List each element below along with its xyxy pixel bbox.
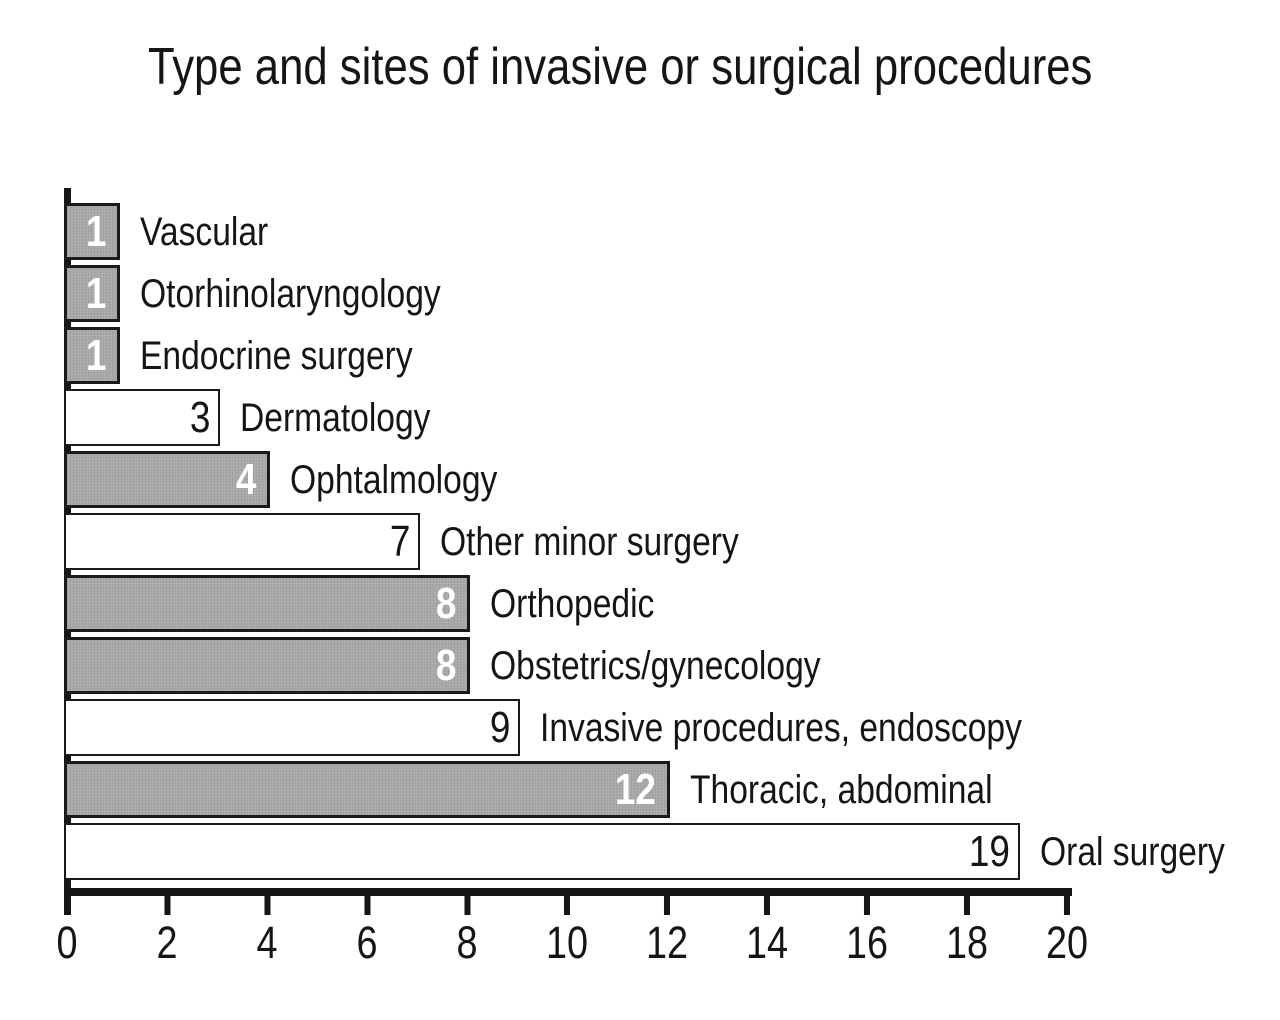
bar-label: Ophtalmology: [290, 457, 498, 502]
x-tick: 6: [354, 896, 379, 965]
x-tick-label: 8: [456, 917, 478, 968]
bar: 3: [64, 389, 220, 446]
bar-value: 1: [85, 268, 106, 318]
x-tick: 20: [1042, 896, 1092, 965]
bar-label: Vascular: [140, 209, 269, 254]
bar: 7: [64, 513, 420, 570]
chart-title: Type and sites of invasive or surgical p…: [0, 38, 1240, 98]
bar: 8: [64, 575, 470, 632]
x-tick: 10: [542, 896, 592, 965]
x-tick: 18: [942, 896, 992, 965]
bar: 12: [64, 761, 670, 818]
bar-row-dermatology: 3 Dermatology: [64, 389, 1280, 446]
bar-label: Obstetrics/gynecology: [490, 643, 821, 688]
bar: 1: [64, 327, 120, 384]
x-tick-label: 10: [545, 917, 589, 968]
x-tick-label: 16: [845, 917, 889, 968]
x-tick-label: 14: [745, 917, 789, 968]
bar-row-obstetrics-gynecology: 8 Obstetrics/gynecology: [64, 637, 1280, 694]
x-tick-mark: [964, 896, 970, 915]
x-tick-mark: [264, 896, 270, 915]
bar-value: 8: [435, 640, 456, 690]
bar: 19: [64, 823, 1020, 880]
bar-value: 1: [85, 330, 106, 380]
x-tick-mark: [64, 896, 70, 915]
x-tick-mark: [464, 896, 470, 915]
bar-row-otorhinolaryngology: 1 Otorhinolaryngology: [64, 265, 1280, 322]
bar-label: Invasive procedures, endoscopy: [540, 705, 1022, 750]
chart-title-text: Type and sites of invasive or surgical p…: [147, 38, 1093, 96]
bar: 1: [64, 265, 120, 322]
bar-label: Oral surgery: [1040, 829, 1225, 874]
bar-row-ophtalmology: 4 Ophtalmology: [64, 451, 1280, 508]
bar-label: Thoracic, abdominal: [690, 767, 993, 812]
bar-label: Dermatology: [240, 395, 431, 440]
x-tick-mark: [864, 896, 870, 915]
bar-label: Other minor surgery: [440, 519, 739, 564]
bar: 1: [64, 203, 120, 260]
x-axis-line: [64, 888, 1072, 896]
bar-row-thoracic-abdominal: 12 Thoracic, abdominal: [64, 761, 1280, 818]
x-tick-label: 18: [945, 917, 989, 968]
bar-value: 3: [189, 392, 210, 442]
bar-row-orthopedic: 8 Orthopedic: [64, 575, 1280, 632]
x-tick: 8: [454, 896, 479, 965]
bar-row-invasive-procedures-endoscopy: 9 Invasive procedures, endoscopy: [64, 699, 1280, 756]
x-tick-mark: [164, 896, 170, 915]
x-tick: 12: [642, 896, 692, 965]
x-tick-label: 2: [156, 917, 178, 968]
chart-area: 1 Vascular 1 Otorhinolaryngology 1 Endoc…: [0, 203, 1280, 885]
x-tick-mark: [1064, 896, 1070, 915]
x-tick-mark: [364, 896, 370, 915]
bar: 8: [64, 637, 470, 694]
bar-value: 4: [235, 454, 256, 504]
x-tick-label: 4: [256, 917, 278, 968]
bar-value: 7: [389, 516, 410, 566]
bar-label: Otorhinolaryngology: [140, 271, 441, 316]
x-tick: 2: [154, 896, 179, 965]
bar-row-other-minor-surgery: 7 Other minor surgery: [64, 513, 1280, 570]
bar-row-endocrine-surgery: 1 Endocrine surgery: [64, 327, 1280, 384]
x-tick: 0: [54, 896, 79, 965]
bar-value: 9: [489, 702, 510, 752]
x-tick-mark: [564, 896, 570, 915]
x-tick-label: 12: [645, 917, 689, 968]
bar-row-vascular: 1 Vascular: [64, 203, 1280, 260]
x-tick-mark: [664, 896, 670, 915]
bar-value: 8: [435, 578, 456, 628]
bar-row-oral-surgery: 19 Oral surgery: [64, 823, 1280, 880]
bar: 9: [64, 699, 520, 756]
bar-label: Endocrine surgery: [140, 333, 413, 378]
x-tick: 16: [842, 896, 892, 965]
bar-value: 12: [614, 764, 656, 814]
x-tick-label: 6: [356, 917, 378, 968]
x-tick-label: 20: [1045, 917, 1089, 968]
x-tick: 4: [254, 896, 279, 965]
x-tick-mark: [764, 896, 770, 915]
x-tick: 14: [742, 896, 792, 965]
bar-value: 1: [85, 206, 106, 256]
bar: 4: [64, 451, 270, 508]
x-tick-label: 0: [56, 917, 78, 968]
bar-label: Orthopedic: [490, 581, 655, 626]
bar-value: 19: [968, 826, 1010, 876]
